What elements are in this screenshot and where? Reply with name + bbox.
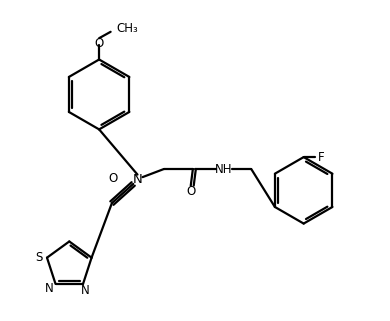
Text: O: O (94, 37, 104, 50)
Text: CH₃: CH₃ (116, 22, 138, 35)
Text: N: N (81, 284, 90, 297)
Text: O: O (108, 172, 118, 185)
Text: S: S (35, 251, 43, 264)
Text: N: N (45, 282, 53, 296)
Text: O: O (186, 185, 195, 198)
Text: NH: NH (215, 162, 232, 176)
Text: F: F (318, 151, 325, 164)
Text: N: N (133, 173, 142, 186)
